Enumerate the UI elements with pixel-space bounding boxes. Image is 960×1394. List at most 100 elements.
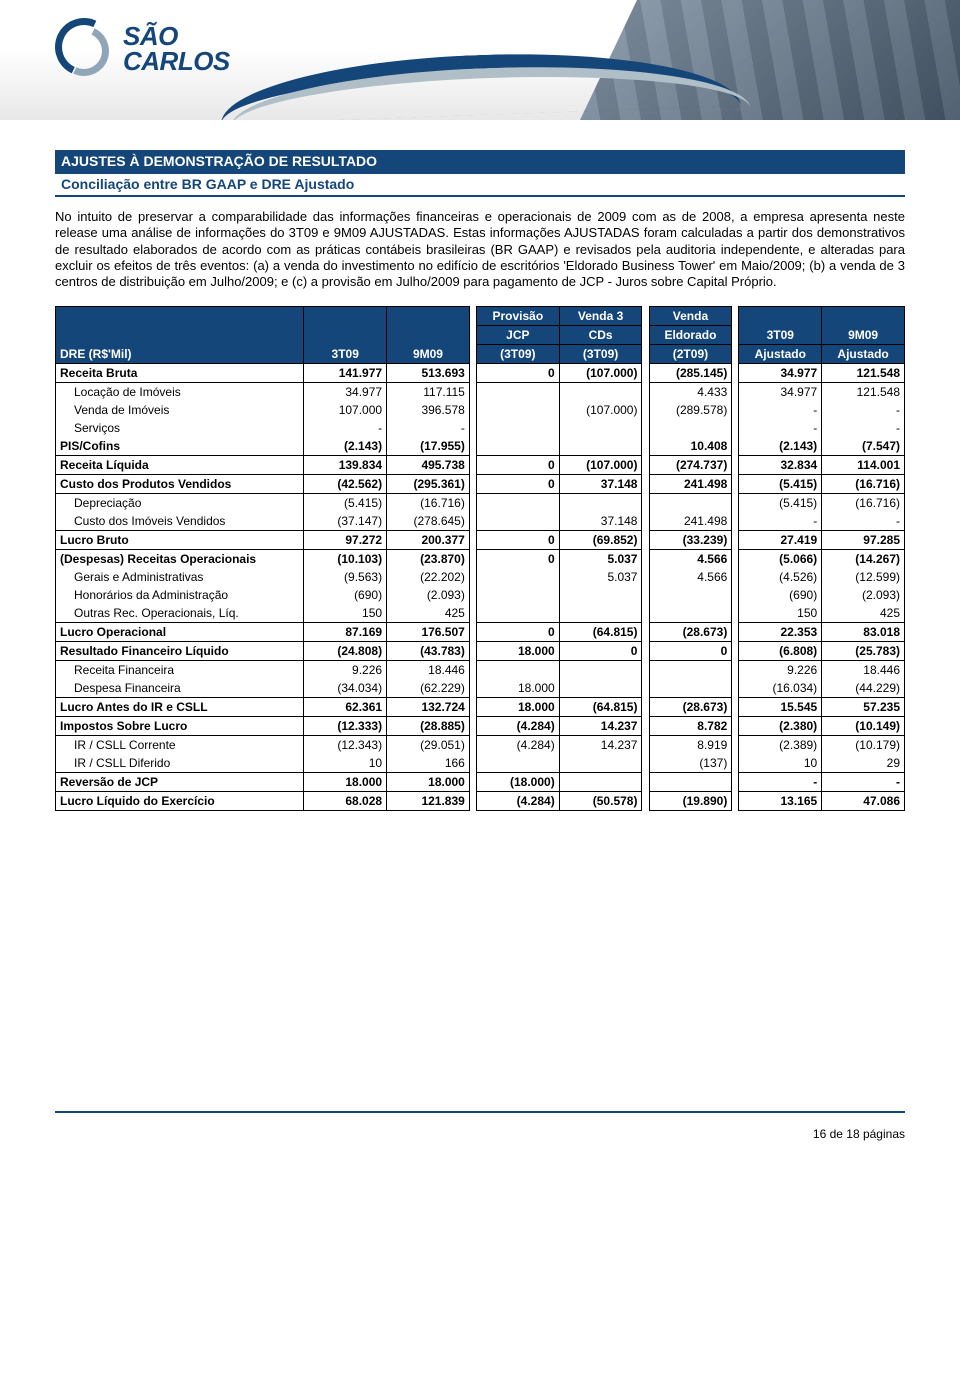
row-value: (34.034) <box>304 679 387 698</box>
row-label: Custo dos Imóveis Vendidos <box>56 512 304 531</box>
row-value: - <box>304 419 387 437</box>
row-value: 132.724 <box>387 698 470 717</box>
row-value: (295.361) <box>387 475 470 494</box>
th-3t09a-2: Ajustado <box>739 345 822 364</box>
row-value: - <box>822 512 905 531</box>
row-value: (690) <box>739 586 822 604</box>
row-label: (Despesas) Receitas Operacionais <box>56 550 304 569</box>
row-label: Locação de Imóveis <box>56 383 304 402</box>
row-value: (10.179) <box>822 736 905 755</box>
row-value: 18.446 <box>387 661 470 680</box>
row-value: (5.415) <box>739 475 822 494</box>
row-value: 9.226 <box>739 661 822 680</box>
table-row: Despesa Financeira(34.034)(62.229)18.000… <box>56 679 905 698</box>
row-value: (10.103) <box>304 550 387 569</box>
table-head: DRE (R$'Mil) 3T09 9M09 Provisão Venda 3 … <box>56 307 905 364</box>
th-venda3-2: CDs <box>559 326 642 345</box>
row-value: (2.389) <box>739 736 822 755</box>
th-venda3-1: Venda 3 <box>559 307 642 326</box>
row-value <box>476 512 559 531</box>
row-value: 34.977 <box>739 383 822 402</box>
row-value: - <box>739 512 822 531</box>
row-value: 8.782 <box>649 717 732 736</box>
row-label: PIS/Cofins <box>56 437 304 456</box>
row-value: 396.578 <box>387 401 470 419</box>
row-value: 97.285 <box>822 531 905 550</box>
row-value: 37.148 <box>559 512 642 531</box>
row-value: (23.870) <box>387 550 470 569</box>
th-venda3-3: (3T09) <box>559 345 642 364</box>
row-value <box>559 419 642 437</box>
row-value: (107.000) <box>559 364 642 383</box>
th-9m09a-1: 9M09 <box>822 307 905 345</box>
row-label: Lucro Antes do IR e CSLL <box>56 698 304 717</box>
row-value: (62.229) <box>387 679 470 698</box>
row-value: (16.716) <box>822 494 905 513</box>
row-label: Reversão de JCP <box>56 773 304 792</box>
row-value: 141.977 <box>304 364 387 383</box>
row-label: Custo dos Produtos Vendidos <box>56 475 304 494</box>
table-row: Locação de Imóveis34.977117.1154.43334.9… <box>56 383 905 402</box>
row-value: (69.852) <box>559 531 642 550</box>
row-value: (137) <box>649 754 732 773</box>
row-value: (5.415) <box>304 494 387 513</box>
row-value <box>476 494 559 513</box>
th-3t09: 3T09 <box>304 307 387 364</box>
table-row: PIS/Cofins(2.143)(17.955)10.408(2.143)(7… <box>56 437 905 456</box>
row-label: Receita Líquida <box>56 456 304 475</box>
row-value: 121.839 <box>387 792 470 811</box>
row-value <box>476 586 559 604</box>
row-value: 5.037 <box>559 550 642 569</box>
section-subtitle: Conciliação entre BR GAAP e DRE Ajustado <box>55 174 905 197</box>
row-value <box>476 661 559 680</box>
table-row: Receita Líquida139.834495.7380(107.000)(… <box>56 456 905 475</box>
row-value: (18.000) <box>476 773 559 792</box>
row-value: 114.001 <box>822 456 905 475</box>
row-value: (107.000) <box>559 401 642 419</box>
row-value: 83.018 <box>822 623 905 642</box>
table-row: Lucro Antes do IR e CSLL62.361132.724 18.… <box>56 698 905 717</box>
row-value: 107.000 <box>304 401 387 419</box>
row-value <box>649 586 732 604</box>
row-value: 34.977 <box>739 364 822 383</box>
th-provisao-3: (3T09) <box>476 345 559 364</box>
row-value: 62.361 <box>304 698 387 717</box>
row-label: Serviços <box>56 419 304 437</box>
row-value: 0 <box>476 364 559 383</box>
table-row: Impostos Sobre Lucro(12.333)(28.885)(4.2… <box>56 717 905 736</box>
table-row: Honorários da Administração(690)(2.093)(… <box>56 586 905 604</box>
row-value: (22.202) <box>387 568 470 586</box>
row-value <box>559 754 642 773</box>
row-value <box>649 419 732 437</box>
row-value: 97.272 <box>304 531 387 550</box>
intro-paragraph: No intuito de preservar a comparabilidad… <box>55 209 905 290</box>
row-value: (28.673) <box>649 698 732 717</box>
table-row: IR / CSLL Diferido10166(137)1029 <box>56 754 905 773</box>
row-value: 18.000 <box>476 698 559 717</box>
row-value: - <box>387 419 470 437</box>
row-value <box>476 419 559 437</box>
row-value: 0 <box>476 456 559 475</box>
row-value: 87.169 <box>304 623 387 642</box>
row-value <box>559 383 642 402</box>
row-value: 241.498 <box>649 512 732 531</box>
row-value: - <box>822 773 905 792</box>
row-value: 10 <box>304 754 387 773</box>
row-value: (12.343) <box>304 736 387 755</box>
row-value: (2.093) <box>387 586 470 604</box>
row-value: (5.415) <box>739 494 822 513</box>
row-label: Depreciação <box>56 494 304 513</box>
row-value: 14.237 <box>559 736 642 755</box>
table-row: Gerais e Administrativas(9.563)(22.202)5… <box>56 568 905 586</box>
row-label: Lucro Líquido do Exercício <box>56 792 304 811</box>
row-value: 0 <box>476 475 559 494</box>
row-value: 13.165 <box>739 792 822 811</box>
row-value: (12.599) <box>822 568 905 586</box>
row-value: 32.834 <box>739 456 822 475</box>
row-label: Despesa Financeira <box>56 679 304 698</box>
row-value: 0 <box>649 642 732 661</box>
row-label: IR / CSLL Diferido <box>56 754 304 773</box>
row-value: 495.738 <box>387 456 470 475</box>
row-value: 47.086 <box>822 792 905 811</box>
table-row: Custo dos Produtos Vendidos(42.562)(295.… <box>56 475 905 494</box>
